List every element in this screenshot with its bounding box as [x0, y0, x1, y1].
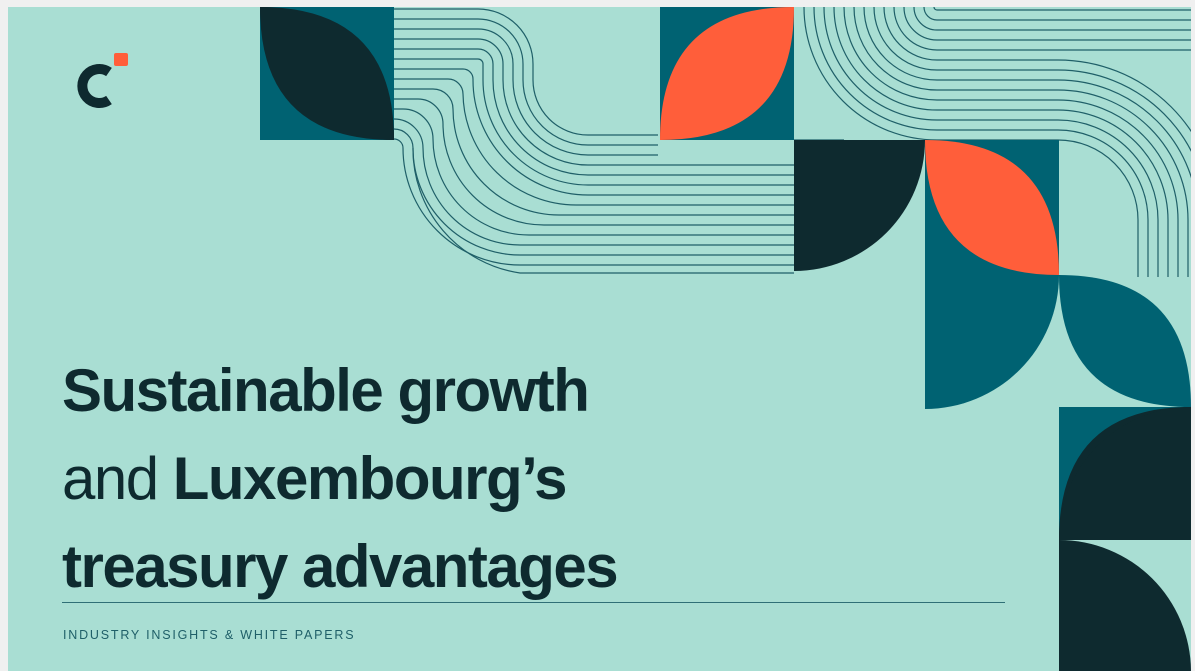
title-line-3: treasury advantages: [62, 523, 617, 611]
title-line-2-light: and: [62, 445, 158, 512]
page-title: Sustainable growth and Luxembourg’s trea…: [62, 347, 617, 611]
cover-page: Sustainable growth and Luxembourg’s trea…: [8, 7, 1191, 671]
divider: [62, 602, 1005, 603]
title-line-2: and Luxembourg’s: [62, 435, 617, 523]
title-line-1: Sustainable growth: [62, 347, 617, 435]
title-line-2-bold: Luxembourg’s: [173, 445, 566, 512]
category-label: INDUSTRY INSIGHTS & WHITE PAPERS: [63, 628, 355, 642]
